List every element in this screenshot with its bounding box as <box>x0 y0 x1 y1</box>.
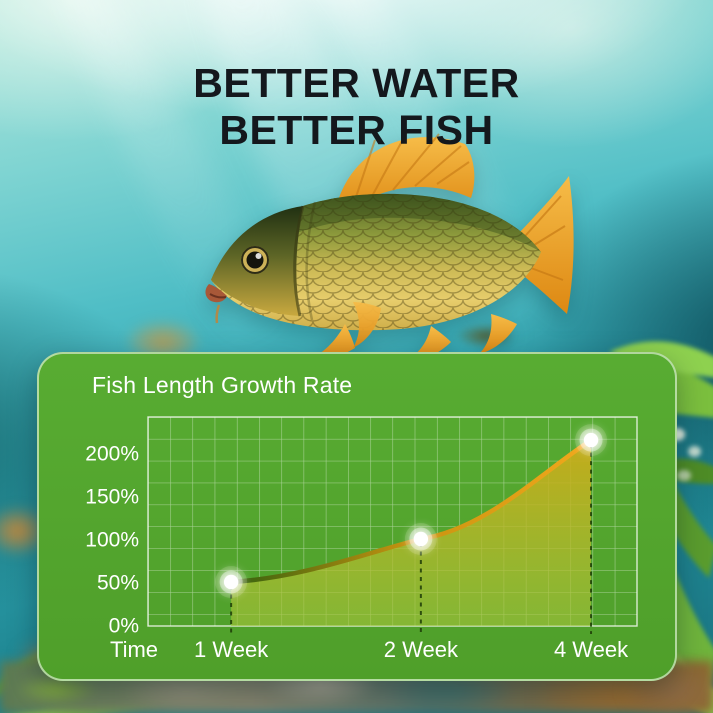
headline: BETTER WATER BETTER FISH <box>0 60 713 154</box>
chart-title: Fish Length Growth Rate <box>92 372 353 398</box>
pebble-bokeh <box>688 446 701 457</box>
svg-text:1 Week: 1 Week <box>194 637 269 662</box>
pebble-bokeh <box>677 470 691 481</box>
area-fill <box>231 440 591 626</box>
headline-line1: BETTER WATER <box>193 60 520 107</box>
svg-text:200%: 200% <box>85 443 139 466</box>
growth-chart: 200% 150% 100% 50% 0% Time 1 Week 2 Week 4 Week <box>85 416 638 662</box>
svg-text:100%: 100% <box>85 529 139 552</box>
svg-text:Time: Time <box>110 637 158 662</box>
y-axis-labels: 200% 150% 100% 50% 0% <box>85 443 139 638</box>
data-points <box>215 424 608 598</box>
svg-text:2 Week: 2 Week <box>384 637 459 662</box>
drop-lines <box>230 444 593 634</box>
golden-carp-icon <box>205 131 574 362</box>
svg-text:150%: 150% <box>85 486 139 509</box>
x-axis-labels: Time 1 Week 2 Week 4 Week <box>110 637 629 662</box>
headline-line2: BETTER FISH <box>219 107 494 154</box>
growth-chart-panel: Fish Length Growth Rate 200% 150% 100% 50% 0… <box>37 352 677 681</box>
svg-text:4 Week: 4 Week <box>554 637 629 662</box>
svg-text:0%: 0% <box>109 615 139 638</box>
carp-fish-illustration <box>203 118 575 367</box>
svg-text:50%: 50% <box>97 572 139 595</box>
